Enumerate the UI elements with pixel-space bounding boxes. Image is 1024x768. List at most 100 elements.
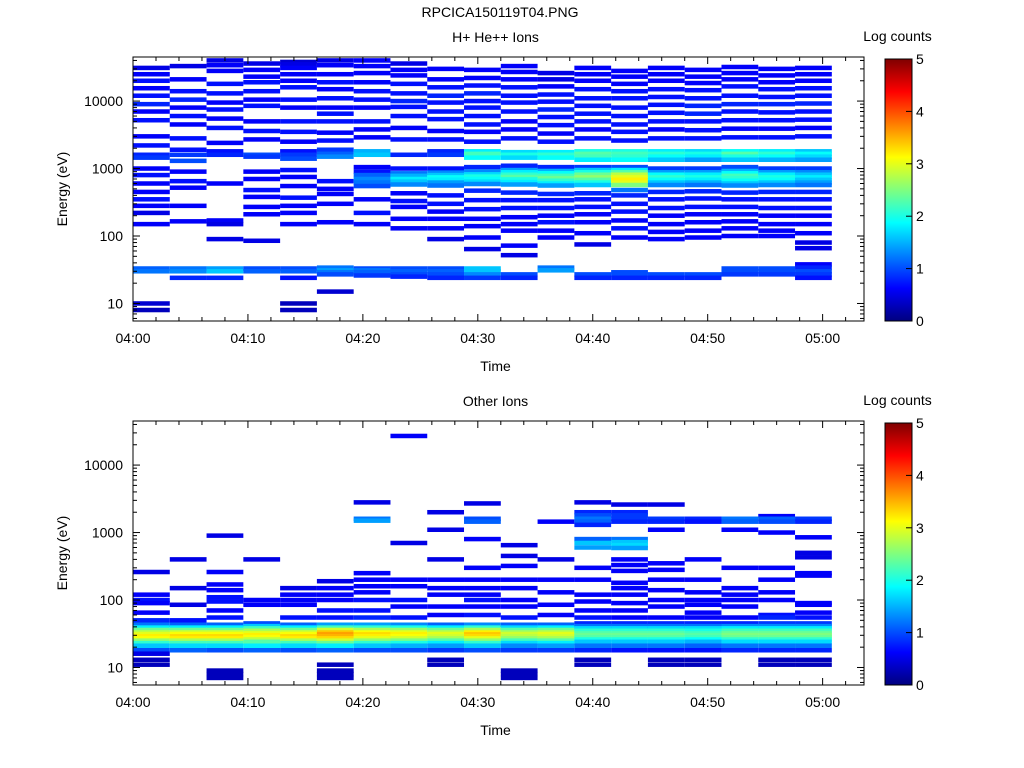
heatmap-cell — [611, 509, 648, 515]
heatmap-cell — [427, 128, 465, 134]
heatmap-cell — [243, 266, 281, 271]
x-tick-label: 04:30 — [460, 330, 495, 346]
heatmap-cell — [574, 86, 612, 92]
heatmap-cell — [500, 100, 538, 105]
heatmap-cell — [758, 73, 796, 78]
heatmap-cell — [427, 93, 465, 98]
heatmap-cell — [721, 212, 759, 217]
heatmap-cell — [647, 221, 685, 227]
heatmap-cell — [353, 640, 391, 646]
heatmap-cell — [500, 272, 538, 277]
heatmap-cell — [574, 545, 612, 550]
heatmap-cell — [721, 643, 759, 648]
heatmap-cell — [353, 577, 391, 582]
heatmap-cell — [353, 58, 391, 63]
heatmap-cell — [280, 266, 317, 271]
heatmap-cell — [206, 627, 244, 633]
x-tick-label: 04:30 — [460, 694, 495, 710]
heatmap-cell — [390, 125, 428, 131]
heatmap-cell — [684, 172, 722, 177]
heatmap-cell — [206, 107, 244, 112]
heatmap-cell — [611, 637, 648, 642]
heatmap-cell — [206, 622, 244, 627]
heatmap-cell — [133, 109, 170, 114]
heatmap-cell — [169, 63, 207, 69]
heatmap-cell — [721, 639, 759, 645]
heatmap-cell — [721, 516, 759, 522]
heatmap-cell — [721, 154, 759, 159]
heatmap-cell — [390, 73, 428, 78]
heatmap-cell — [169, 602, 207, 608]
heatmap-cell — [574, 272, 612, 277]
heatmap-cell — [537, 178, 575, 183]
heatmap-cell — [574, 119, 612, 124]
y-axis-label: Energy (eV) — [54, 152, 70, 227]
heatmap-cell — [684, 626, 722, 631]
heatmap-cell — [133, 181, 170, 186]
heatmap-cell — [427, 640, 465, 646]
heatmap-cell — [280, 105, 317, 110]
heatmap-cell — [427, 585, 465, 591]
heatmap-cell — [133, 640, 170, 646]
heatmap-cell — [390, 176, 428, 182]
heatmap-cell — [243, 597, 281, 603]
heatmap-cell — [795, 519, 832, 524]
heatmap-cell — [795, 125, 832, 131]
heatmap-cell — [206, 81, 244, 87]
heatmap-cell — [684, 136, 722, 141]
heatmap-cell — [206, 587, 244, 593]
heatmap-cell — [537, 77, 575, 82]
heatmap-cell — [353, 164, 391, 170]
heatmap-cell — [795, 197, 832, 202]
heatmap-cell — [169, 638, 207, 643]
heatmap-cell — [721, 77, 759, 82]
heatmap-cell — [647, 175, 685, 180]
heatmap-cell — [611, 193, 648, 198]
heatmap-cell — [500, 177, 538, 182]
heatmap-cell — [243, 169, 281, 174]
colorbar — [884, 58, 913, 322]
heatmap-cell — [758, 149, 796, 154]
heatmap-cell — [574, 639, 612, 645]
heatmap-cell — [464, 91, 501, 96]
heatmap-cell — [316, 201, 354, 207]
heatmap-cell — [611, 180, 648, 185]
heatmap-cell — [574, 149, 612, 154]
panel-title: H+ He++ Ions — [452, 29, 539, 45]
heatmap-cell — [390, 604, 428, 609]
heatmap-cell — [537, 557, 575, 562]
heatmap-cell — [500, 643, 538, 648]
heatmap-cell — [500, 648, 538, 653]
heatmap-cell — [574, 170, 612, 175]
heatmap-cell — [684, 577, 722, 582]
heatmap-cell — [353, 583, 391, 589]
heatmap-cell — [464, 105, 501, 110]
heatmap-cell — [427, 509, 465, 515]
colorbar-tick-label: 2 — [916, 208, 924, 224]
y-tick-label: 10000 — [84, 457, 123, 473]
heatmap-cell — [758, 135, 796, 140]
heatmap-cell — [574, 536, 612, 542]
heatmap-cell — [721, 272, 759, 277]
heatmap-cell — [611, 164, 648, 170]
heatmap-cell — [133, 600, 170, 606]
x-tick-label: 04:50 — [690, 694, 725, 710]
y-tick-label: 10 — [107, 659, 123, 675]
heatmap-cell — [500, 179, 538, 185]
heatmap-cell — [574, 621, 612, 626]
heatmap-cell — [721, 269, 759, 274]
heatmap-cell — [353, 152, 391, 158]
heatmap-cell — [647, 662, 685, 667]
heatmap-cell — [464, 235, 501, 240]
heatmap-cell — [427, 662, 465, 667]
heatmap-cell — [390, 640, 428, 646]
heatmap-cell — [500, 197, 538, 203]
heatmap-cell — [647, 229, 685, 235]
heatmap-cell — [684, 516, 722, 522]
heatmap-cell — [647, 136, 685, 141]
heatmap-cell — [206, 638, 244, 643]
heatmap-cell — [280, 301, 317, 306]
heatmap-cell — [611, 88, 648, 94]
heatmap-cell — [647, 648, 685, 653]
colorbar-tick-label: 1 — [916, 261, 924, 277]
